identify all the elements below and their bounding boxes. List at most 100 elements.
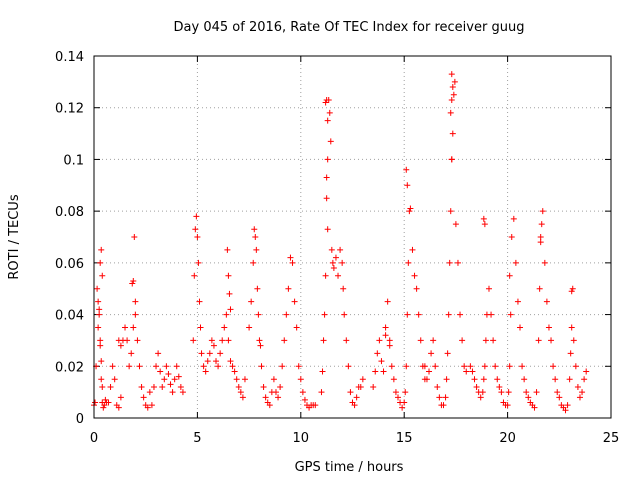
x-tick-label: 20 — [499, 431, 516, 446]
data-point — [202, 368, 209, 375]
y-tick-label: 0.02 — [55, 360, 84, 375]
data-point — [235, 383, 242, 390]
data-point — [275, 394, 282, 401]
data-point — [99, 383, 106, 390]
data-point — [97, 259, 104, 266]
data-point — [407, 205, 414, 212]
data-point — [191, 272, 198, 279]
data-point — [390, 376, 397, 383]
data-point — [444, 350, 451, 357]
data-point — [210, 342, 217, 349]
data-point — [345, 363, 352, 370]
data-point — [403, 363, 410, 370]
data-point — [461, 363, 468, 370]
data-point — [253, 246, 260, 253]
data-point — [335, 272, 342, 279]
data-point — [552, 376, 559, 383]
data-point — [404, 182, 411, 189]
data-point — [479, 389, 486, 396]
data-point — [217, 350, 224, 357]
data-point — [129, 280, 136, 287]
data-point — [445, 311, 452, 318]
data-point — [322, 272, 329, 279]
data-point — [388, 363, 395, 370]
data-point — [277, 383, 284, 390]
data-point — [538, 221, 545, 228]
data-point — [477, 394, 484, 401]
data-point — [227, 358, 234, 365]
data-point — [100, 404, 107, 411]
data-point — [382, 332, 389, 339]
data-point — [299, 389, 306, 396]
data-point — [144, 404, 151, 411]
data-point — [226, 290, 233, 297]
data-point — [285, 285, 292, 292]
data-point — [490, 337, 497, 344]
data-point — [572, 363, 579, 370]
data-point — [384, 298, 391, 305]
data-point — [535, 337, 542, 344]
data-point — [221, 324, 228, 331]
data-point — [523, 389, 530, 396]
data-point — [374, 350, 381, 357]
data-point — [224, 246, 231, 253]
data-point — [442, 394, 449, 401]
data-point — [124, 337, 131, 344]
data-point — [225, 337, 232, 344]
data-point — [531, 404, 538, 411]
data-point — [177, 383, 184, 390]
data-point — [488, 311, 495, 318]
data-point — [193, 213, 200, 220]
chart-title: Day 045 of 2016, Rate Of TEC Index for r… — [174, 20, 525, 35]
data-point — [579, 389, 586, 396]
data-point — [98, 358, 105, 365]
data-point — [343, 337, 350, 344]
data-point — [421, 363, 428, 370]
data-point — [415, 311, 422, 318]
data-point — [340, 285, 347, 292]
data-point — [322, 99, 329, 106]
data-point — [494, 376, 501, 383]
data-point — [576, 394, 583, 401]
data-point — [512, 259, 519, 266]
data-point — [107, 383, 114, 390]
data-point — [281, 337, 288, 344]
data-point — [319, 368, 326, 375]
data-point — [295, 363, 302, 370]
data-point — [525, 394, 532, 401]
data-point — [392, 389, 399, 396]
data-point — [545, 324, 552, 331]
data-point — [568, 324, 575, 331]
data-point — [140, 394, 147, 401]
data-point — [481, 363, 488, 370]
data-point — [231, 368, 238, 375]
data-point — [132, 298, 139, 305]
data-point — [115, 404, 122, 411]
data-point — [452, 221, 459, 228]
data-point — [237, 389, 244, 396]
data-point — [97, 342, 104, 349]
data-point — [359, 376, 366, 383]
data-point — [111, 376, 118, 383]
data-point — [510, 215, 517, 222]
data-point — [370, 383, 377, 390]
data-point — [194, 234, 201, 240]
data-point — [153, 363, 160, 370]
data-points — [91, 71, 590, 414]
data-point — [146, 389, 153, 396]
data-point — [537, 234, 544, 240]
data-point — [521, 376, 528, 383]
data-point — [326, 109, 333, 116]
data-point — [102, 396, 109, 403]
data-point — [541, 259, 548, 266]
data-point — [446, 259, 453, 266]
data-point — [567, 350, 574, 357]
data-point — [448, 156, 455, 163]
y-tick-label: 0.14 — [55, 50, 84, 65]
data-point — [399, 404, 406, 411]
x-tick-label: 25 — [603, 431, 620, 446]
data-point — [115, 337, 122, 344]
x-tick-label: 0 — [90, 431, 98, 446]
data-point — [519, 363, 526, 370]
data-point — [426, 368, 433, 375]
